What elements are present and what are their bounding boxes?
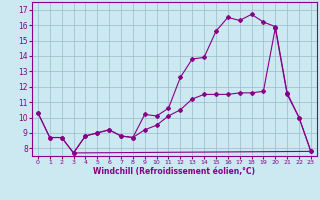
X-axis label: Windchill (Refroidissement éolien,°C): Windchill (Refroidissement éolien,°C) bbox=[93, 167, 255, 176]
